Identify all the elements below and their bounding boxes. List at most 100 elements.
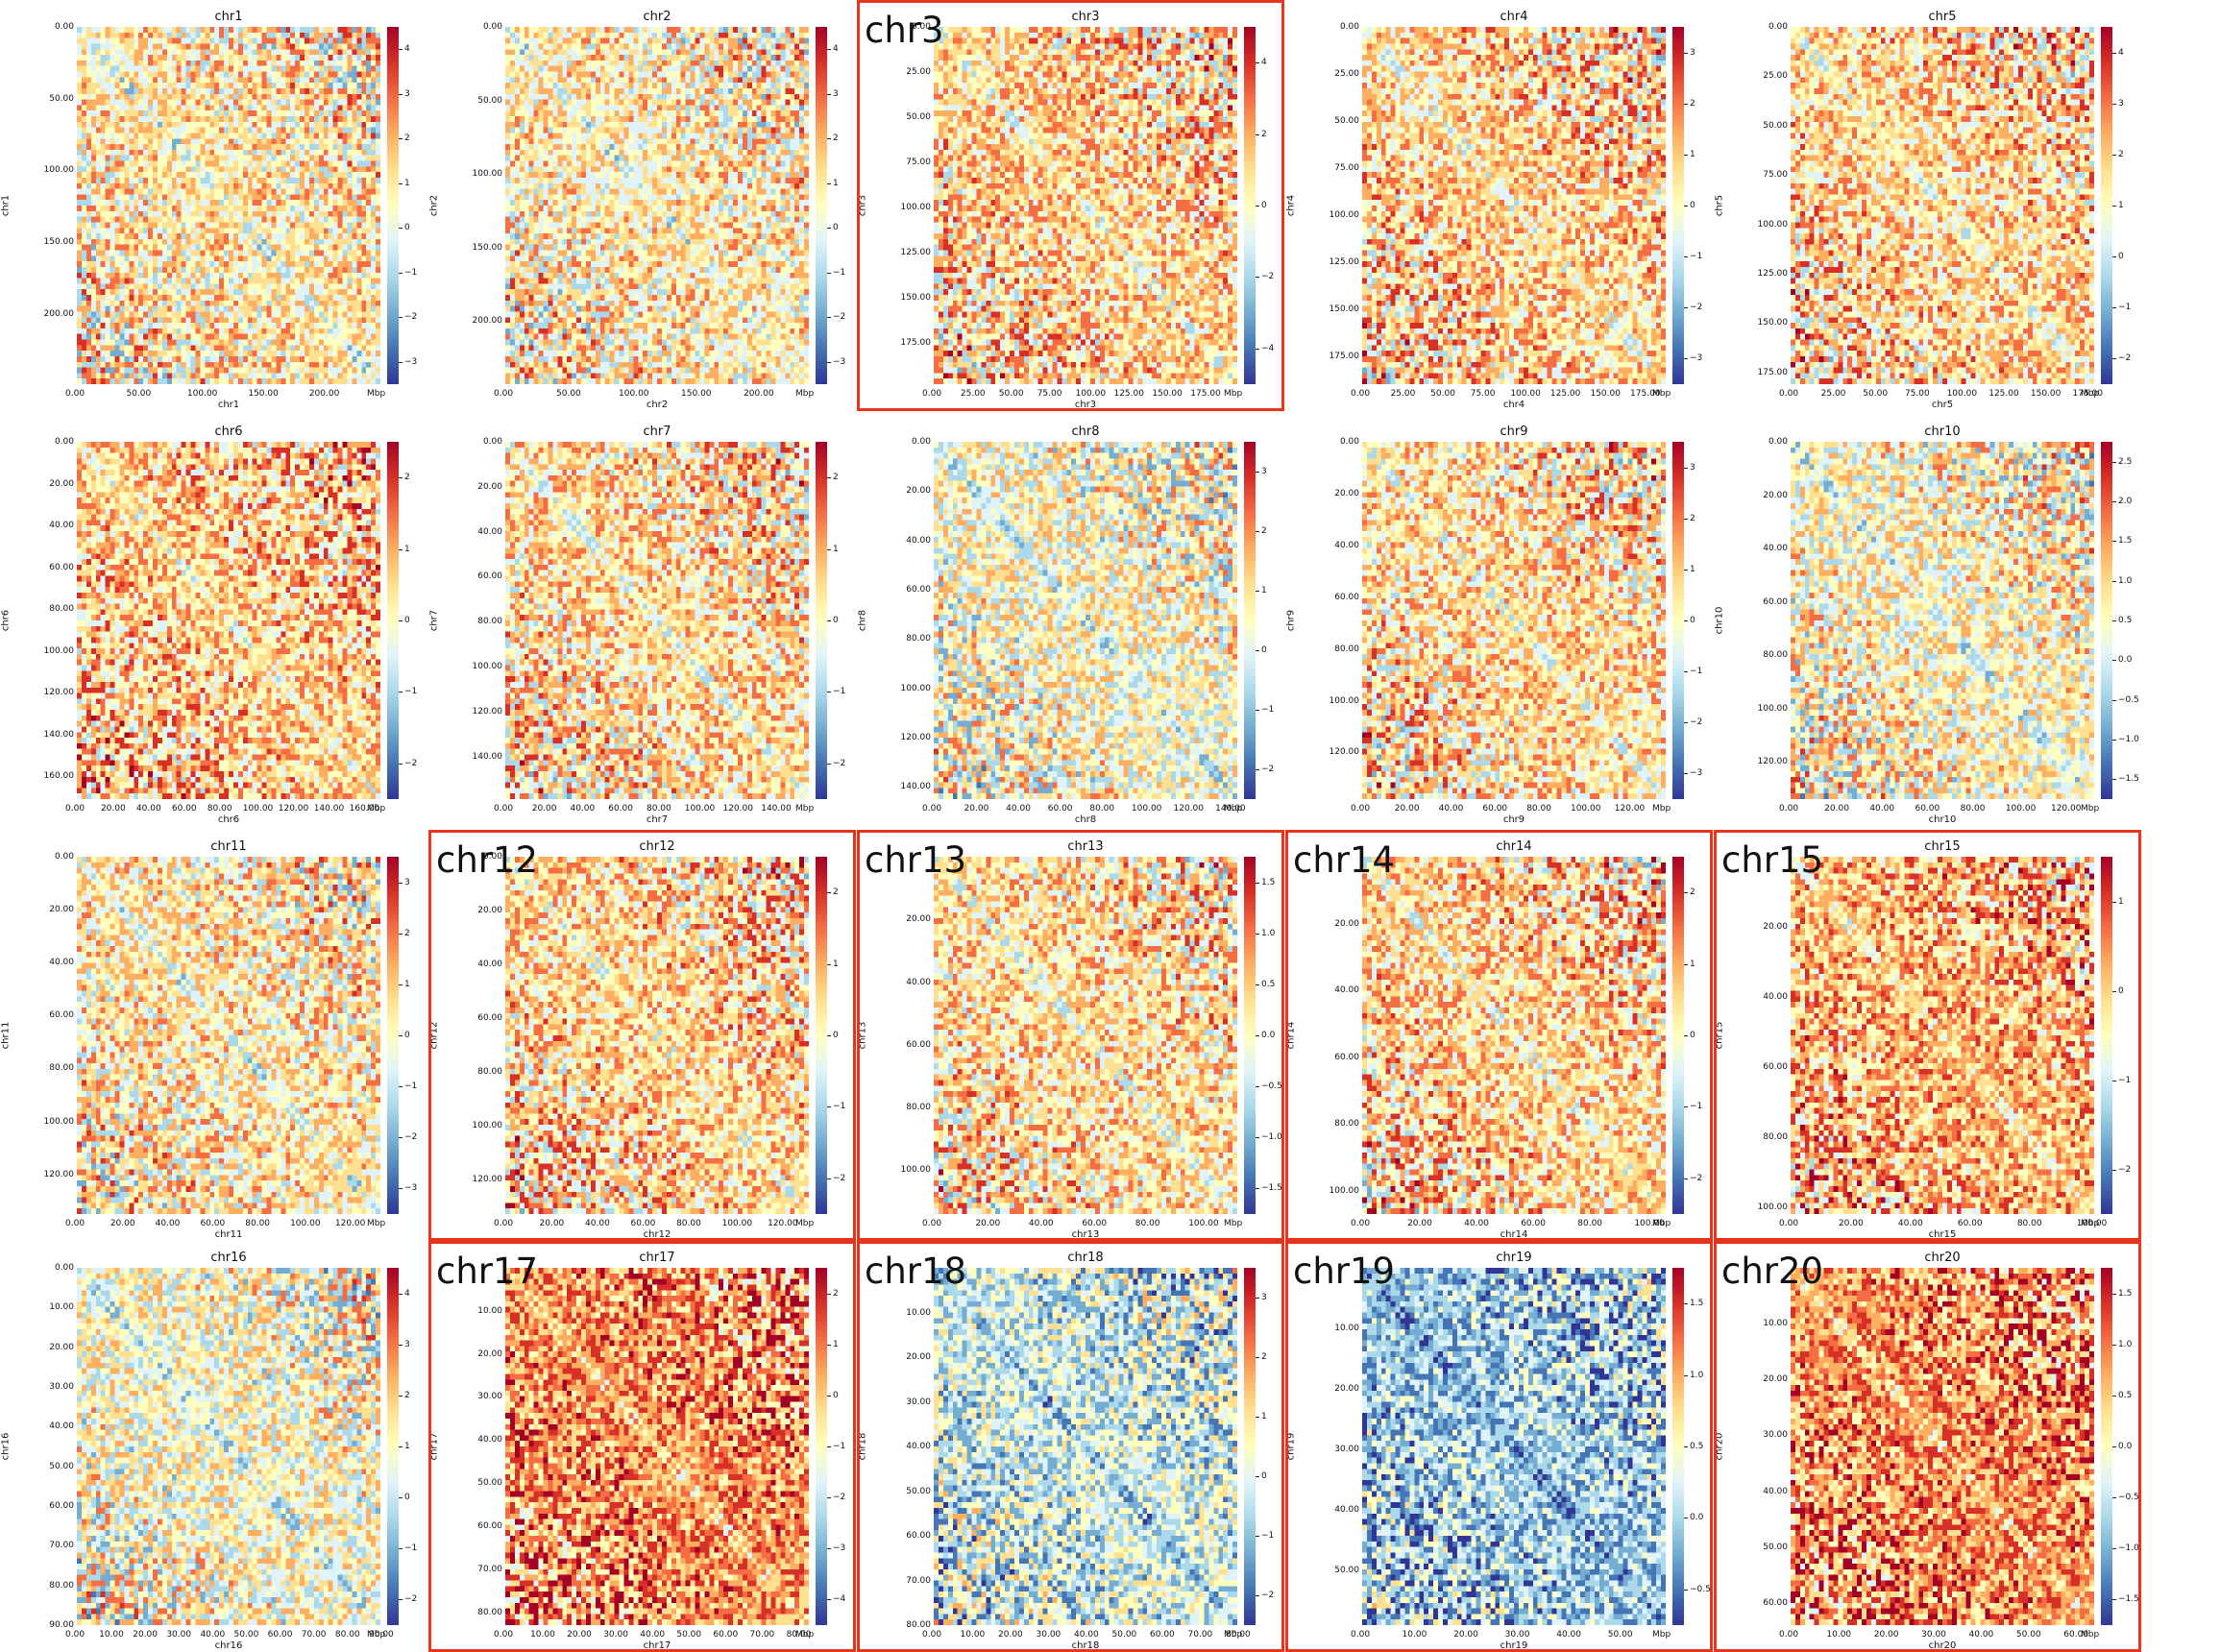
y-tick-label: 50.00 [1763, 1542, 1788, 1552]
x-tick-label: 0.00 [1779, 1219, 1799, 1228]
colorbar-tick-label: −2 [404, 1594, 418, 1605]
colorbar-tick-label: 0 [1261, 201, 1267, 210]
y-tick-label: 60.00 [49, 562, 74, 572]
x-axis-label: chr6 [217, 814, 240, 825]
y-tick-label: 150.00 [43, 237, 75, 248]
x-tick-label: 0.00 [494, 1219, 514, 1228]
chart-panel-chr9: chr9 3 2 1 0 −1 −2 −3 0.00 20.00 40.00 60.00 80.00 10… [1285, 415, 1713, 826]
x-tick-label: 60.00 [171, 804, 197, 814]
colorbar-tick-mark [399, 1035, 403, 1036]
y-tick-label: 50.00 [1334, 115, 1359, 126]
chart-panel-chr1: chr1 4 3 2 1 0 −1 −2 −3 0.00 50.00 100.00 150.00 200.… [0, 0, 427, 411]
colorbar-tick-label: 0 [833, 1390, 839, 1400]
colorbar-tick-label: 0.0 [2118, 1442, 2133, 1451]
x-tick-label: 0.00 [1779, 389, 1799, 399]
x-tick-label: 20.00 [1453, 1630, 1478, 1640]
colorbar-tick-label: 4 [833, 44, 839, 55]
x-tick-label: 10.00 [530, 1630, 555, 1640]
x-tick-label: 0.00 [922, 389, 942, 399]
colorbar-tick-label: 0 [1690, 1031, 1695, 1040]
chart-title: chr16 [210, 1251, 247, 1265]
colorbar-tick-label: 0 [404, 616, 410, 625]
x-tick-label: 60.00 [2063, 1630, 2089, 1640]
x-tick-label: 0.00 [65, 804, 85, 814]
x-tick-label: 0.00 [494, 804, 514, 814]
y-tick-label: 0.00 [1768, 437, 1788, 447]
x-tick-label: 0.00 [1779, 804, 1799, 814]
x-tick-label: 175.00 [2072, 389, 2104, 399]
colorbar-tick-label: −1.0 [1261, 1132, 1282, 1143]
x-tick-label: 20.00 [567, 1630, 592, 1640]
panel-highlight-label: chr19 [1293, 1251, 1396, 1292]
y-tick-label: 75.00 [1763, 170, 1788, 181]
y-axis-label: chr11 [0, 1021, 12, 1050]
x-axis-label: chr19 [1500, 1640, 1528, 1651]
colorbar-tick-label: 2 [404, 134, 410, 144]
x-unit-label: Mbp [1652, 804, 1671, 814]
x-tick-label: 20.00 [1838, 1219, 1864, 1228]
colorbar-tick-label: 2 [833, 134, 839, 144]
colorbar-tick-mark [1684, 154, 1688, 156]
colorbar-tick-mark [2112, 1599, 2116, 1601]
chart-panel-chr19: chr19 1.5 1.0 0.5 0.0 −0.5 10.00 20.00 30.00 40.0… [1285, 1241, 1713, 1652]
colorbar-tick-label: 2 [833, 887, 839, 898]
highlight-box [1285, 830, 1713, 1241]
colorbar-tick-label: 2 [833, 473, 839, 483]
x-tick-label: 100.00 [684, 804, 716, 814]
x-tick-label: 60.00 [200, 1219, 226, 1228]
x-unit-label: Mbp [367, 389, 386, 399]
x-tick-label: 50.00 [2015, 1630, 2041, 1640]
colorbar-tick-mark [827, 1178, 831, 1179]
chart-title: chr14 [1496, 839, 1532, 854]
colorbar-tick-label: 0 [2118, 985, 2124, 996]
y-tick-label: 20.00 [1763, 1374, 1788, 1385]
heatmap-matrix [1362, 442, 1666, 799]
colorbar-tick-label: 0.5 [1261, 979, 1276, 989]
colorbar-tick-mark [399, 1548, 403, 1550]
y-tick-label: 30.00 [1763, 1430, 1788, 1441]
colorbar-tick-mark [827, 620, 831, 621]
x-tick-label: 80.00 [786, 1630, 812, 1640]
x-tick-label: 10.00 [960, 1630, 986, 1640]
y-tick-label: 40.00 [477, 959, 502, 969]
x-unit-label: Mbp [795, 1630, 815, 1640]
x-tick-label: 20.00 [1394, 804, 1420, 814]
x-unit-label: Mbp [795, 389, 815, 399]
colorbar-tick-label: 3 [1261, 467, 1267, 476]
y-tick-label: 120.00 [900, 732, 932, 742]
heatmap-matrix [1791, 27, 2094, 384]
x-tick-label: 40.00 [570, 804, 596, 814]
heatmap-matrix [505, 27, 809, 384]
chart-title: chr2 [643, 10, 671, 24]
colorbar-tick-label: 1 [1261, 1412, 1267, 1421]
colorbar [2101, 27, 2112, 384]
colorbar-tick-label: 1.5 [1690, 1299, 1704, 1309]
x-tick-label: 75.00 [1904, 389, 1930, 399]
colorbar-tick-label: 1 [2118, 201, 2124, 210]
colorbar-tick-mark [2112, 1395, 2116, 1397]
colorbar-tick-mark [1684, 722, 1688, 724]
x-tick-label: 40.00 [1556, 1630, 1581, 1640]
chart-panel-chr4: chr4 3 2 1 0 −1 −2 −3 0.00 25.00 50.00 75.00 100.00 1… [1285, 0, 1713, 411]
colorbar-tick-mark [399, 620, 403, 621]
y-tick-label: 20.00 [1763, 921, 1788, 932]
colorbar-tick-mark [399, 1293, 403, 1295]
colorbar-tick-mark [827, 548, 831, 550]
colorbar [1244, 442, 1256, 799]
y-tick-label: 140.00 [900, 782, 932, 792]
x-tick-label: 0.00 [1351, 1219, 1371, 1228]
y-tick-label: 70.00 [49, 1541, 74, 1551]
chart-title: chr8 [1071, 425, 1100, 439]
colorbar-tick-label: −1 [833, 267, 846, 278]
panel-highlight-label: chr18 [865, 1251, 967, 1292]
colorbar [387, 857, 399, 1214]
y-tick-label: 20.00 [906, 1352, 931, 1362]
colorbar-tick-mark [827, 228, 831, 230]
colorbar-tick-mark [399, 477, 403, 479]
x-tick-label: 40.00 [1968, 1630, 1994, 1640]
panel-highlight-label: chr17 [436, 1251, 539, 1292]
colorbar-tick-label: −1 [404, 267, 418, 278]
y-axis-label: chr10 [1714, 606, 1725, 635]
colorbar-tick-mark [2112, 1497, 2116, 1499]
